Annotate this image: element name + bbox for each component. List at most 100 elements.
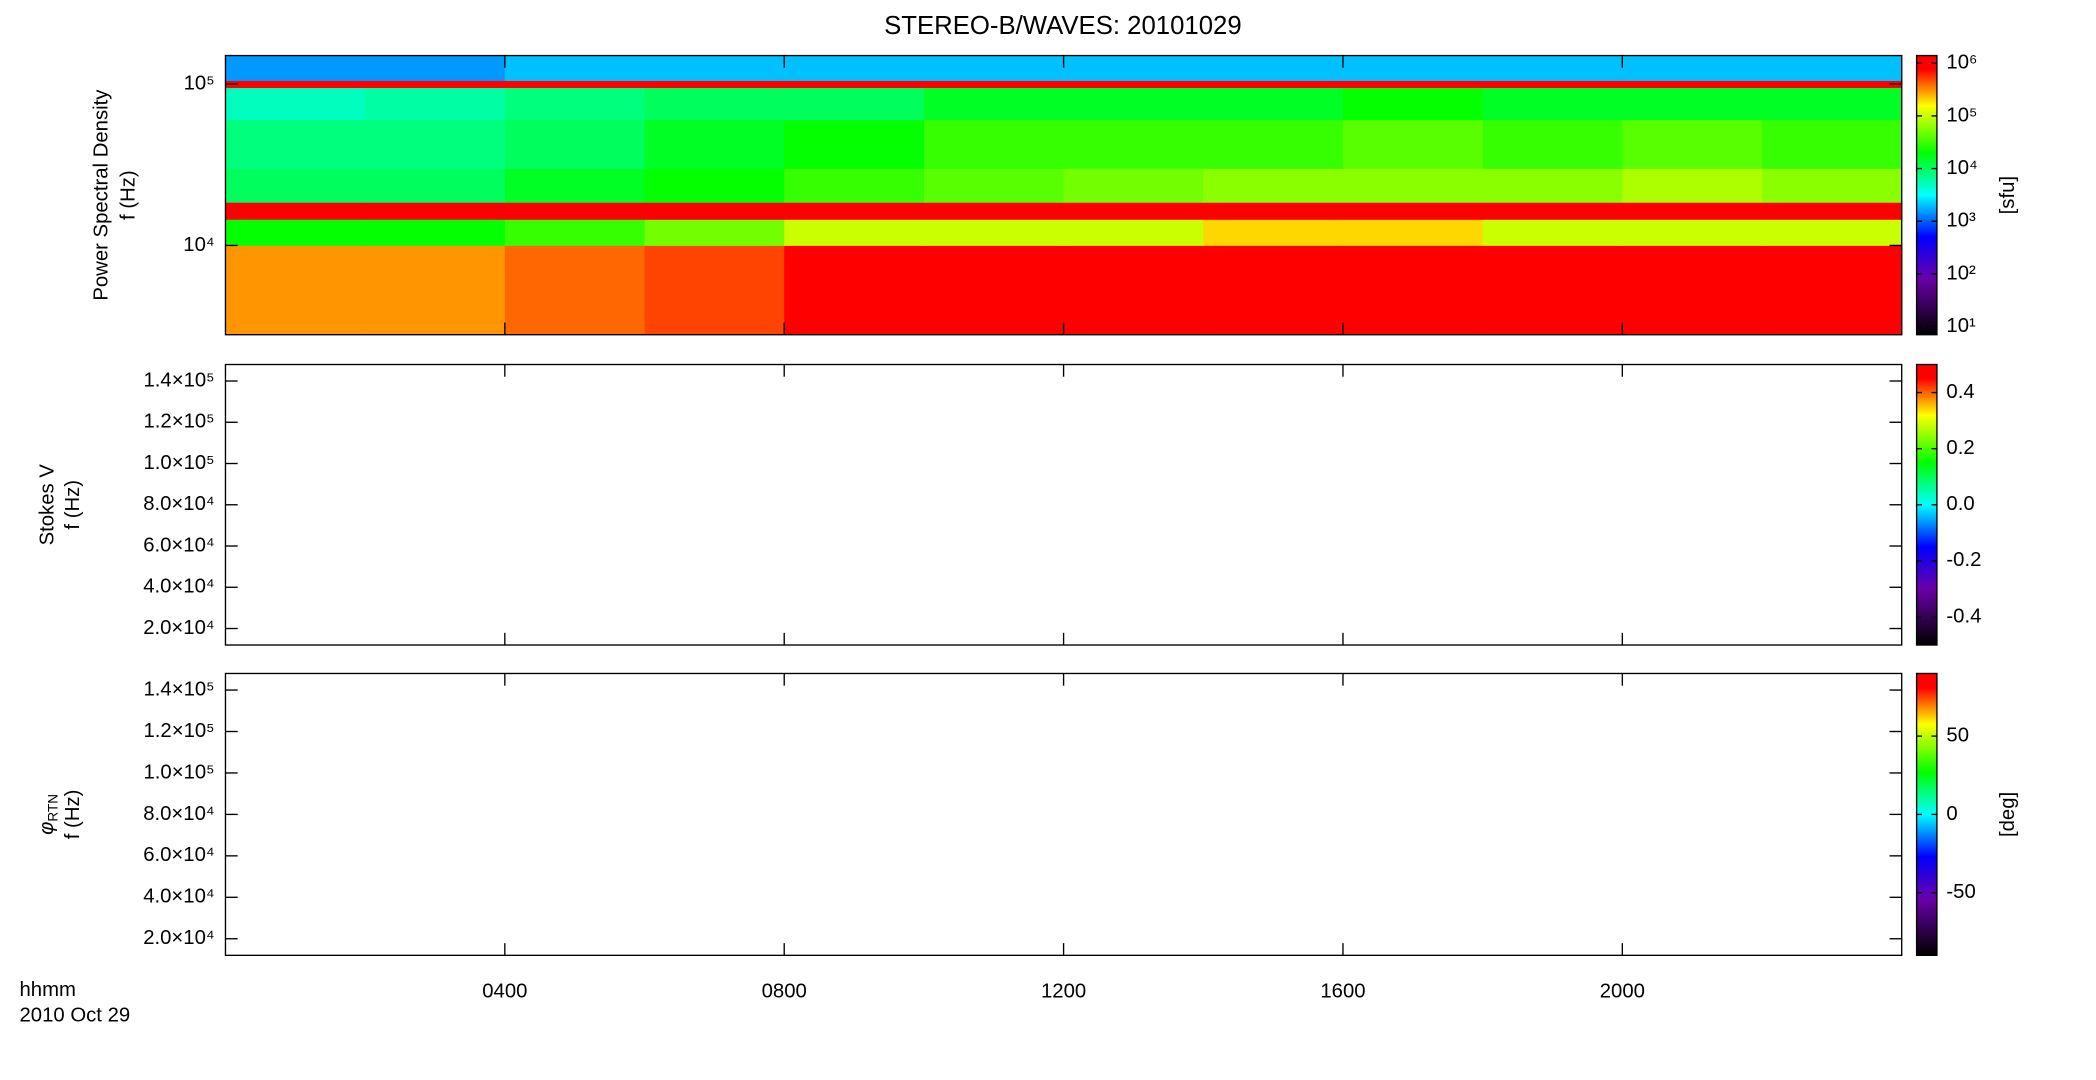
heatmap-cell xyxy=(1203,80,1344,88)
heatmap-cell xyxy=(784,168,925,203)
colorbar-tick-label: 0.4 xyxy=(1946,381,1974,403)
colorbar-tick-label: 10² xyxy=(1946,262,1976,284)
heatmap-cell xyxy=(1063,168,1204,203)
heatmap-cell xyxy=(644,55,785,81)
heatmap-cell xyxy=(1482,119,1624,169)
heatmap-cell xyxy=(1063,80,1204,88)
heatmap-cell xyxy=(225,245,366,336)
y-axis-label: f (Hz) xyxy=(118,170,140,220)
heatmap-cell xyxy=(1622,219,1763,246)
colorbar-tick-label: 0 xyxy=(1946,803,1957,825)
heatmap-cell xyxy=(1203,55,1344,81)
heatmap-cell xyxy=(923,168,1065,203)
heatmap-cell xyxy=(923,219,1065,246)
colorbar xyxy=(1915,54,1938,336)
heatmap-cell xyxy=(225,55,366,81)
heatmap-cell xyxy=(365,219,506,246)
heatmap-cell xyxy=(923,55,1065,81)
heatmap-cell xyxy=(644,87,785,121)
heatmap-cell xyxy=(1063,202,1204,220)
label-subscript: RTN xyxy=(45,794,60,822)
colorbar-tick-label: 10⁴ xyxy=(1946,157,1977,179)
y-tick-label: 10⁴ xyxy=(183,234,214,256)
heatmap-cell xyxy=(1342,245,1484,336)
colorbar-tick-label: 10³ xyxy=(1946,210,1976,232)
heatmap-cell xyxy=(225,87,366,121)
heatmap-cell xyxy=(923,119,1065,169)
heatmap-cell xyxy=(1063,245,1204,336)
heatmap-cell xyxy=(504,80,646,88)
y-axis-label: f (Hz) xyxy=(62,480,84,530)
y-tick-label: 1.4×10⁵ xyxy=(143,369,214,391)
heatmap-cell xyxy=(923,87,1065,121)
heatmap-cell xyxy=(644,219,785,246)
heatmap-cell xyxy=(1342,80,1484,88)
colorbar-label: [deg] xyxy=(1997,792,2019,837)
heatmap-cell xyxy=(1203,245,1344,336)
heatmap-cell xyxy=(1762,55,1903,81)
heatmap-cell xyxy=(1622,55,1763,81)
plot-frame xyxy=(224,363,1903,646)
heatmap-cell xyxy=(923,245,1065,336)
heatmap-cell xyxy=(504,202,646,220)
heatmap-cell xyxy=(644,245,785,336)
y-tick-label: 1.0×10⁵ xyxy=(143,452,214,474)
heatmap-cell xyxy=(1203,219,1344,246)
heatmap-cell xyxy=(504,168,646,203)
y-axis-label: Stokes V xyxy=(36,464,58,546)
heatmap-cell xyxy=(1762,119,1903,169)
heatmap-cell xyxy=(504,245,646,336)
colorbar-tick-label: -50 xyxy=(1946,881,1975,903)
heatmap-cell xyxy=(1482,245,1624,336)
heatmap-cell xyxy=(1342,219,1484,246)
heatmap-cell xyxy=(365,245,506,336)
heatmap-cell xyxy=(1063,119,1204,169)
y-tick-label: 1.2×10⁵ xyxy=(143,720,214,742)
heatmap-cell xyxy=(1203,202,1344,220)
x-tick-label: 0800 xyxy=(762,980,807,1002)
heatmap-cell xyxy=(644,80,785,88)
heatmap-cell xyxy=(784,87,925,121)
y-tick-label: 2.0×10⁴ xyxy=(143,617,214,639)
y-tick-label: 6.0×10⁴ xyxy=(143,534,214,556)
heatmap-cell xyxy=(1762,245,1903,336)
heatmap-cell xyxy=(784,119,925,169)
x-tick-label: 0400 xyxy=(482,980,527,1002)
x-tick-label: 1200 xyxy=(1041,980,1086,1002)
date-label: 2010 Oct 29 xyxy=(19,1005,130,1027)
title: STEREO-B/WAVES: 20101029 xyxy=(884,12,1242,40)
y-tick-label: 1.0×10⁵ xyxy=(143,761,214,783)
x-tick-label: 1600 xyxy=(1320,980,1365,1002)
heatmap-cell xyxy=(1622,80,1763,88)
heatmap-cell xyxy=(1762,168,1903,203)
heatmap-cell xyxy=(1063,87,1204,121)
heatmap-cell xyxy=(225,202,366,220)
colorbar-tick-label: -0.2 xyxy=(1946,549,1981,571)
heatmap-cell xyxy=(225,119,366,169)
heatmap-cell xyxy=(365,202,506,220)
y-tick-label: 10⁵ xyxy=(184,72,215,94)
y-tick-label: 8.0×10⁴ xyxy=(143,493,214,515)
heatmap-cell xyxy=(1342,202,1484,220)
y-tick-label: 1.2×10⁵ xyxy=(143,411,214,433)
colorbar-tick-label: 10¹ xyxy=(1946,315,1976,337)
heatmap-cell xyxy=(1622,87,1763,121)
y-tick-label: 4.0×10⁴ xyxy=(143,886,214,908)
heatmap-cell xyxy=(365,119,506,169)
x-tick-label: 2000 xyxy=(1600,980,1645,1002)
heatmap-cell xyxy=(1762,219,1903,246)
heatmap-cell xyxy=(1622,245,1763,336)
heatmap-cell xyxy=(1762,80,1903,88)
y-axis-label: Power Spectral Density xyxy=(91,89,113,301)
plot-frame xyxy=(224,672,1903,957)
colorbar-tick-label: 0.0 xyxy=(1946,493,1974,515)
y-tick-label: 4.0×10⁴ xyxy=(143,576,214,598)
heatmap-cell xyxy=(504,55,646,81)
heatmap-cell xyxy=(225,80,366,88)
heatmap-cell xyxy=(1482,80,1624,88)
heatmap-cell xyxy=(1342,55,1484,81)
heatmap-cell xyxy=(784,202,925,220)
heatmap-cell xyxy=(365,168,506,203)
heatmap-cell xyxy=(1203,87,1344,121)
